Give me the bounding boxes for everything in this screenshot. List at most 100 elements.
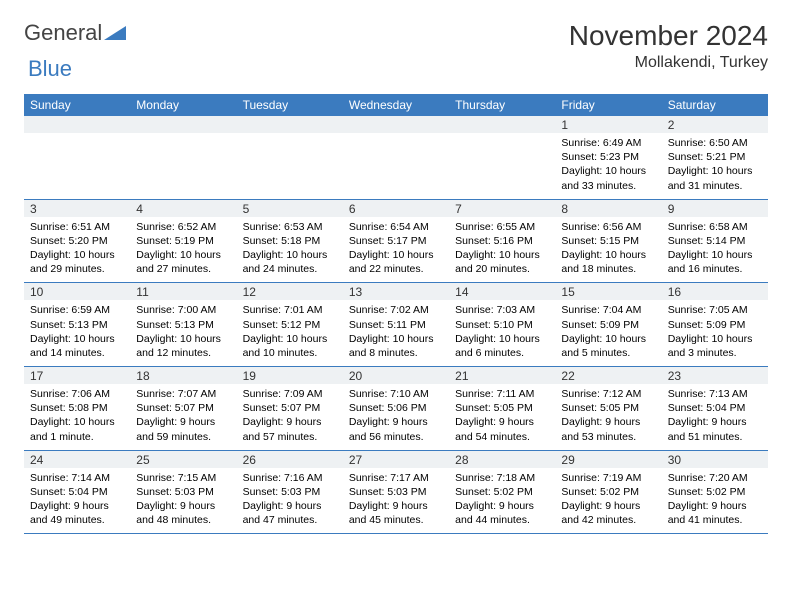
- sunset-text: Sunset: 5:04 PM: [668, 401, 762, 415]
- week-row: Sunrise: 7:06 AMSunset: 5:08 PMDaylight:…: [24, 384, 768, 451]
- logo-text-1: General: [24, 20, 102, 46]
- sunset-text: Sunset: 5:02 PM: [561, 485, 655, 499]
- day-number: 7: [449, 200, 555, 217]
- sunrise-text: Sunrise: 7:00 AM: [136, 303, 230, 317]
- day-cell: Sunrise: 6:49 AMSunset: 5:23 PMDaylight:…: [555, 133, 661, 199]
- sunset-text: Sunset: 5:02 PM: [668, 485, 762, 499]
- day-cell: Sunrise: 7:01 AMSunset: 5:12 PMDaylight:…: [237, 300, 343, 366]
- day-number: [343, 116, 449, 133]
- sunrise-text: Sunrise: 6:49 AM: [561, 136, 655, 150]
- logo-triangle-icon: [104, 20, 126, 46]
- day-number: 29: [555, 451, 661, 468]
- day-cell: Sunrise: 6:51 AMSunset: 5:20 PMDaylight:…: [24, 217, 130, 283]
- sunset-text: Sunset: 5:10 PM: [455, 318, 549, 332]
- day-cell: Sunrise: 6:58 AMSunset: 5:14 PMDaylight:…: [662, 217, 768, 283]
- weekday-mon: Monday: [130, 94, 236, 116]
- daylight-text: Daylight: 10 hours and 33 minutes.: [561, 164, 655, 192]
- daylight-text: Daylight: 10 hours and 1 minute.: [30, 415, 124, 443]
- sunrise-text: Sunrise: 7:01 AM: [243, 303, 337, 317]
- day-number: 20: [343, 367, 449, 384]
- day-number: [24, 116, 130, 133]
- daylight-text: Daylight: 10 hours and 16 minutes.: [668, 248, 762, 276]
- sunset-text: Sunset: 5:02 PM: [455, 485, 549, 499]
- day-cell: Sunrise: 7:15 AMSunset: 5:03 PMDaylight:…: [130, 468, 236, 534]
- week-row: Sunrise: 6:49 AMSunset: 5:23 PMDaylight:…: [24, 133, 768, 200]
- day-cell: Sunrise: 7:03 AMSunset: 5:10 PMDaylight:…: [449, 300, 555, 366]
- day-cell: Sunrise: 7:18 AMSunset: 5:02 PMDaylight:…: [449, 468, 555, 534]
- sunset-text: Sunset: 5:16 PM: [455, 234, 549, 248]
- daylight-text: Daylight: 9 hours and 45 minutes.: [349, 499, 443, 527]
- location-label: Mollakendi, Turkey: [569, 54, 768, 72]
- day-cell: Sunrise: 7:07 AMSunset: 5:07 PMDaylight:…: [130, 384, 236, 450]
- sunrise-text: Sunrise: 6:51 AM: [30, 220, 124, 234]
- day-cell: Sunrise: 6:56 AMSunset: 5:15 PMDaylight:…: [555, 217, 661, 283]
- day-number: 18: [130, 367, 236, 384]
- day-cell: [237, 133, 343, 199]
- daylight-text: Daylight: 10 hours and 29 minutes.: [30, 248, 124, 276]
- day-number: 2: [662, 116, 768, 133]
- weekday-tue: Tuesday: [237, 94, 343, 116]
- sunrise-text: Sunrise: 6:50 AM: [668, 136, 762, 150]
- day-number: 27: [343, 451, 449, 468]
- sunrise-text: Sunrise: 7:02 AM: [349, 303, 443, 317]
- day-number: 12: [237, 283, 343, 300]
- sunset-text: Sunset: 5:14 PM: [668, 234, 762, 248]
- sunset-text: Sunset: 5:19 PM: [136, 234, 230, 248]
- sunrise-text: Sunrise: 7:05 AM: [668, 303, 762, 317]
- week-row: Sunrise: 6:51 AMSunset: 5:20 PMDaylight:…: [24, 217, 768, 284]
- sunset-text: Sunset: 5:18 PM: [243, 234, 337, 248]
- daylight-text: Daylight: 10 hours and 14 minutes.: [30, 332, 124, 360]
- day-number: 10: [24, 283, 130, 300]
- day-number: [130, 116, 236, 133]
- day-number: [449, 116, 555, 133]
- daynum-row: 24252627282930: [24, 451, 768, 468]
- calendar: Sunday Monday Tuesday Wednesday Thursday…: [24, 94, 768, 534]
- day-cell: Sunrise: 7:00 AMSunset: 5:13 PMDaylight:…: [130, 300, 236, 366]
- day-number: 23: [662, 367, 768, 384]
- sunset-text: Sunset: 5:03 PM: [349, 485, 443, 499]
- daylight-text: Daylight: 9 hours and 44 minutes.: [455, 499, 549, 527]
- daylight-text: Daylight: 9 hours and 47 minutes.: [243, 499, 337, 527]
- daylight-text: Daylight: 10 hours and 6 minutes.: [455, 332, 549, 360]
- day-number: 22: [555, 367, 661, 384]
- sunset-text: Sunset: 5:20 PM: [30, 234, 124, 248]
- sunrise-text: Sunrise: 7:06 AM: [30, 387, 124, 401]
- sunset-text: Sunset: 5:03 PM: [243, 485, 337, 499]
- weekday-header: Sunday Monday Tuesday Wednesday Thursday…: [24, 94, 768, 116]
- weekday-thu: Thursday: [449, 94, 555, 116]
- sunrise-text: Sunrise: 7:11 AM: [455, 387, 549, 401]
- day-number: 30: [662, 451, 768, 468]
- sunrise-text: Sunrise: 7:16 AM: [243, 471, 337, 485]
- logo: General: [24, 20, 126, 46]
- daylight-text: Daylight: 10 hours and 31 minutes.: [668, 164, 762, 192]
- month-title: November 2024: [569, 20, 768, 52]
- sunset-text: Sunset: 5:05 PM: [561, 401, 655, 415]
- sunrise-text: Sunrise: 7:13 AM: [668, 387, 762, 401]
- sunset-text: Sunset: 5:13 PM: [136, 318, 230, 332]
- daynum-row: 10111213141516: [24, 283, 768, 300]
- sunrise-text: Sunrise: 7:12 AM: [561, 387, 655, 401]
- day-cell: [449, 133, 555, 199]
- day-cell: Sunrise: 7:13 AMSunset: 5:04 PMDaylight:…: [662, 384, 768, 450]
- weekday-fri: Friday: [555, 94, 661, 116]
- day-cell: Sunrise: 7:04 AMSunset: 5:09 PMDaylight:…: [555, 300, 661, 366]
- day-cell: Sunrise: 7:11 AMSunset: 5:05 PMDaylight:…: [449, 384, 555, 450]
- daylight-text: Daylight: 9 hours and 51 minutes.: [668, 415, 762, 443]
- weekday-sun: Sunday: [24, 94, 130, 116]
- sunset-text: Sunset: 5:23 PM: [561, 150, 655, 164]
- logo-text-2: Blue: [28, 56, 72, 81]
- day-cell: Sunrise: 6:54 AMSunset: 5:17 PMDaylight:…: [343, 217, 449, 283]
- daynum-row: 12: [24, 116, 768, 133]
- daylight-text: Daylight: 9 hours and 57 minutes.: [243, 415, 337, 443]
- day-number: 6: [343, 200, 449, 217]
- day-cell: Sunrise: 6:53 AMSunset: 5:18 PMDaylight:…: [237, 217, 343, 283]
- day-number: 3: [24, 200, 130, 217]
- day-cell: [343, 133, 449, 199]
- day-number: 19: [237, 367, 343, 384]
- daylight-text: Daylight: 9 hours and 42 minutes.: [561, 499, 655, 527]
- sunset-text: Sunset: 5:13 PM: [30, 318, 124, 332]
- daylight-text: Daylight: 10 hours and 8 minutes.: [349, 332, 443, 360]
- sunrise-text: Sunrise: 7:18 AM: [455, 471, 549, 485]
- daynum-row: 17181920212223: [24, 367, 768, 384]
- day-number: 24: [24, 451, 130, 468]
